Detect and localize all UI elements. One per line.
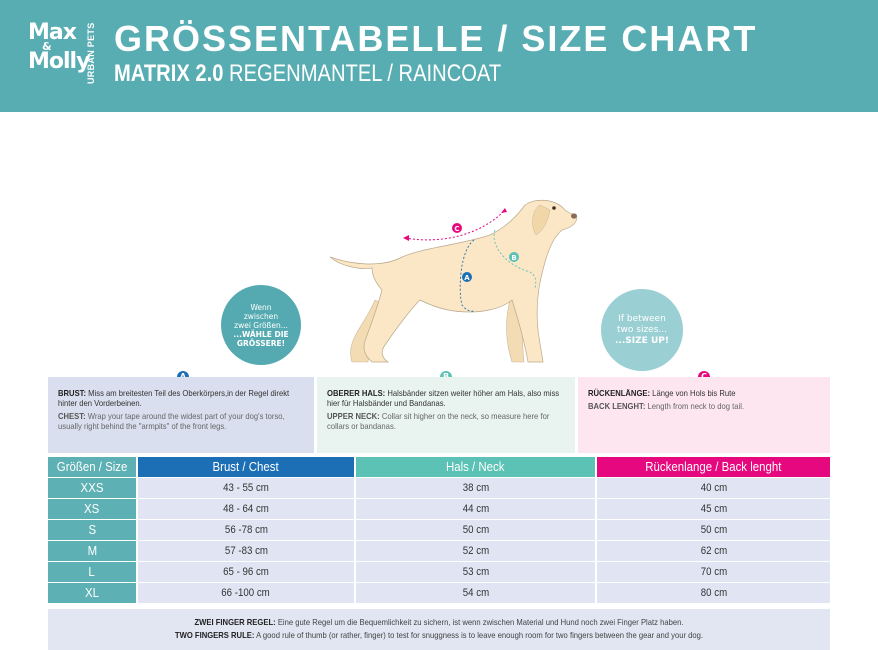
header-chest: Brust / Chest (138, 457, 354, 477)
info-box-chest: BRUST: Miss am breitesten Teil des Oberk… (48, 377, 314, 453)
product-name: MATRIX 2.0 (114, 60, 224, 87)
table-header-row: Größen / Size Brust / Chest Hals / Neck … (48, 457, 830, 478)
marker-b-icon (509, 252, 519, 262)
product-type: REGENMANTEL / RAINCOAT (223, 60, 502, 87)
table-row: M 57 -83 cm 52 cm 62 cm (48, 541, 830, 562)
page-subtitle: MATRIX 2.0 REGENMANTEL / RAINCOAT (114, 60, 501, 88)
back-label-de: RÜCKENLÄNGE: (588, 388, 651, 398)
logo-max: Max (28, 20, 77, 45)
logo-urban-pets: URBAN PETS (86, 22, 96, 84)
brand-logo: Max & Molly URBAN PETS (28, 22, 100, 90)
dog-illustration: C A B (329, 199, 578, 363)
header-neck: Hals / Neck (356, 457, 595, 477)
svg-text:B: B (511, 254, 516, 262)
measure-line-c (404, 209, 506, 241)
measure-line-a (459, 239, 475, 312)
table-row: S 56 -78 cm 50 cm 50 cm (48, 520, 830, 541)
dog-eye (552, 206, 556, 210)
size-table: Größen / Size Brust / Chest Hals / Neck … (48, 457, 830, 604)
header-banner: Max & Molly URBAN PETS GRÖSSENTABELLE / … (0, 0, 878, 112)
back-label-en: BACK LENGHT: (588, 401, 646, 411)
info-box-neck: OBERER HALS: Halsbänder sitzen weiter hö… (317, 377, 575, 453)
neck-label-en: UPPER NECK: (327, 411, 380, 421)
dog-body (329, 199, 578, 363)
table-row: XXS 43 - 55 cm 38 cm 40 cm (48, 478, 830, 499)
page-title: GRÖSSENTABELLE / SIZE CHART (114, 18, 758, 59)
two-finger-rule-note: ZWEI FINGER REGEL: Eine gute Regel um di… (48, 609, 830, 650)
chest-label-de: BRUST: (58, 388, 87, 398)
header-back: Rückenlange / Back lenght (597, 457, 830, 477)
chest-label-en: CHEST: (58, 411, 86, 421)
marker-c-icon (452, 223, 462, 233)
tip-bubble-english: If between two sizes... ...SIZE UP! (601, 289, 683, 371)
neck-label-de: OBERER HALS: (327, 388, 386, 398)
measure-line-b (493, 229, 537, 289)
svg-text:C: C (454, 225, 459, 233)
header-size: Größen / Size (48, 457, 136, 477)
logo-molly: Molly (28, 49, 90, 74)
logo-ampersand: & (42, 40, 52, 53)
tip-bubble-german: Wenn zwischen zwei Größen... ...WÄHLE DI… (221, 285, 301, 365)
table-row: L 65 - 96 cm 53 cm 70 cm (48, 562, 830, 583)
rule-label-en: TWO FINGERS RULE: (174, 630, 255, 640)
table-row: XS 48 - 64 cm 44 cm 45 cm (48, 499, 830, 520)
dog-nose (571, 213, 577, 219)
dog-ear (532, 204, 551, 236)
rule-label-de: ZWEI FINGER REGEL: (194, 617, 276, 627)
table-row: XL 66 -100 cm 54 cm 80 cm (48, 583, 830, 604)
marker-a-icon (462, 272, 472, 282)
svg-text:A: A (464, 274, 470, 282)
info-box-back: RÜCKENLÄNGE: Länge von Hols bis Rute BAC… (578, 377, 830, 453)
